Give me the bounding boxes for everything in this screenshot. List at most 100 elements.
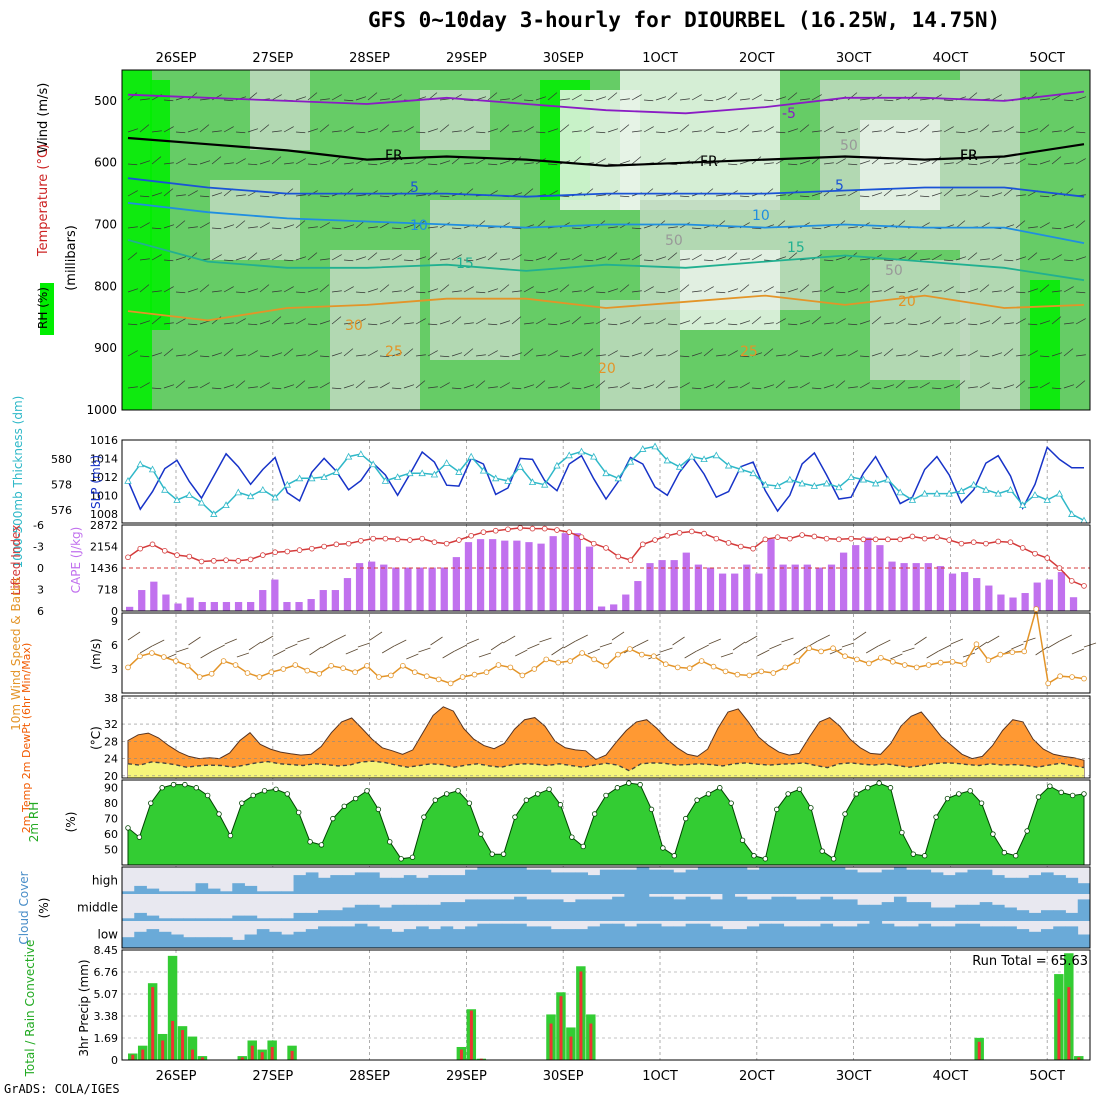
precip-tick-label: 6.76 (94, 966, 119, 979)
wind10-speed-line-point (555, 659, 561, 666)
wind-barb (319, 382, 330, 389)
wind-barb (655, 291, 666, 294)
wind10-speed-line-point (220, 658, 227, 664)
wind-barb (127, 288, 139, 293)
lifted-index-line-point (652, 537, 658, 543)
contour-label: FR (960, 148, 978, 164)
wind-barb (583, 259, 594, 262)
cape-bar (476, 539, 485, 611)
wind-barb (967, 163, 978, 166)
lifted-index-line-point (1019, 545, 1026, 551)
cloud-cell (795, 867, 809, 894)
lifted-index-line-point (174, 552, 180, 558)
cloud-cell (771, 867, 785, 894)
wind-barb (295, 380, 306, 389)
rh2m-point (341, 803, 347, 809)
wind-barb (139, 320, 151, 325)
wind-barb (571, 316, 582, 325)
rh2m-point (478, 831, 484, 837)
wind10-barb (672, 636, 685, 646)
wind-barb (1063, 384, 1075, 389)
cloud-cell (820, 896, 834, 921)
cape-bar (936, 566, 945, 611)
wind10-speed-line-point (1045, 680, 1051, 687)
wind-barb (655, 131, 666, 134)
wind-barb (343, 259, 354, 262)
wind10-speed-line-point (531, 666, 538, 672)
top-date-label: 26SEP (156, 51, 197, 66)
cloud-cell (489, 899, 503, 921)
wind-barb (559, 355, 570, 358)
cloud-cell (991, 875, 1005, 894)
rh2m-point (739, 837, 746, 843)
slp-tick-label: 1008 (90, 508, 118, 521)
wind-barb (1039, 98, 1050, 101)
chart-title: GFS 0~10day 3-hourly for DIOURBEL (16.25… (368, 8, 1001, 32)
wind-barb (403, 259, 414, 262)
rh2m-point (136, 834, 143, 840)
wind-barb (247, 226, 258, 229)
precip-conv-bar (1057, 998, 1061, 1060)
wind-barb (595, 194, 606, 197)
thickness-line-point (847, 473, 855, 480)
wind-barb (967, 323, 978, 326)
wind-barb (787, 386, 798, 389)
thickness-line-point (835, 483, 843, 491)
wind-barb (151, 254, 162, 261)
wind-barb (691, 227, 702, 230)
wind-barb (1075, 354, 1086, 357)
cloud-cell (991, 904, 1005, 921)
wind-barb (775, 318, 786, 325)
wind-barb (331, 316, 342, 325)
rh2m-point (1013, 853, 1019, 859)
wind-barb (439, 124, 450, 133)
precip-conv-bar (579, 971, 583, 1060)
wind10-speed-line-point (627, 646, 633, 652)
temp2m-unit-label: (°C) (89, 726, 103, 750)
wind-barb (439, 355, 450, 358)
wind-barb (403, 286, 414, 293)
cloud-cell (1016, 910, 1030, 921)
rh2m-point (694, 797, 700, 803)
cape-bar (597, 606, 606, 611)
wind-barb (883, 348, 894, 357)
cape-bar (900, 563, 908, 611)
wind-barb (211, 387, 222, 390)
wind-barb (187, 128, 199, 133)
cloud-cell (318, 926, 331, 948)
wind-barb (1003, 348, 1014, 357)
thickness-line-point (786, 475, 794, 483)
wind-barb (847, 190, 858, 197)
wind10-speed-line-point (1033, 606, 1039, 612)
cape-bar (319, 590, 327, 611)
slp-tick-label: 1016 (90, 434, 118, 447)
cloud-cell (134, 912, 147, 921)
rh2m-point (421, 814, 427, 820)
wind-barb (775, 256, 787, 261)
rh-shade (600, 300, 680, 410)
wind-barb (547, 323, 558, 326)
precip-conv-bar (549, 1023, 553, 1060)
bottom-date-label: 30SEP (543, 1069, 584, 1084)
precip-tick-label: 8.45 (94, 944, 119, 957)
wind10-speed-line-point (866, 660, 872, 667)
cape-bar (658, 560, 666, 611)
wind10-barb (974, 641, 988, 651)
cloud-cell (489, 923, 503, 948)
wind-barb (535, 354, 546, 357)
wind-barb (811, 290, 822, 293)
wind-barb (355, 380, 366, 389)
cape-bar (355, 563, 364, 611)
wind-barb (835, 131, 846, 134)
wind-barb (523, 162, 534, 165)
wind-barb (487, 288, 499, 293)
cape-bar (634, 581, 642, 611)
wind-barb (835, 256, 847, 261)
wind10-barb (490, 641, 504, 651)
wind-barb (895, 291, 906, 294)
rh2m-axis-label: 2m RH (27, 802, 41, 843)
cape-bar (174, 603, 182, 611)
cape-bar (864, 537, 872, 611)
cloud-cell (391, 904, 405, 921)
thickness-line-point (712, 451, 720, 459)
